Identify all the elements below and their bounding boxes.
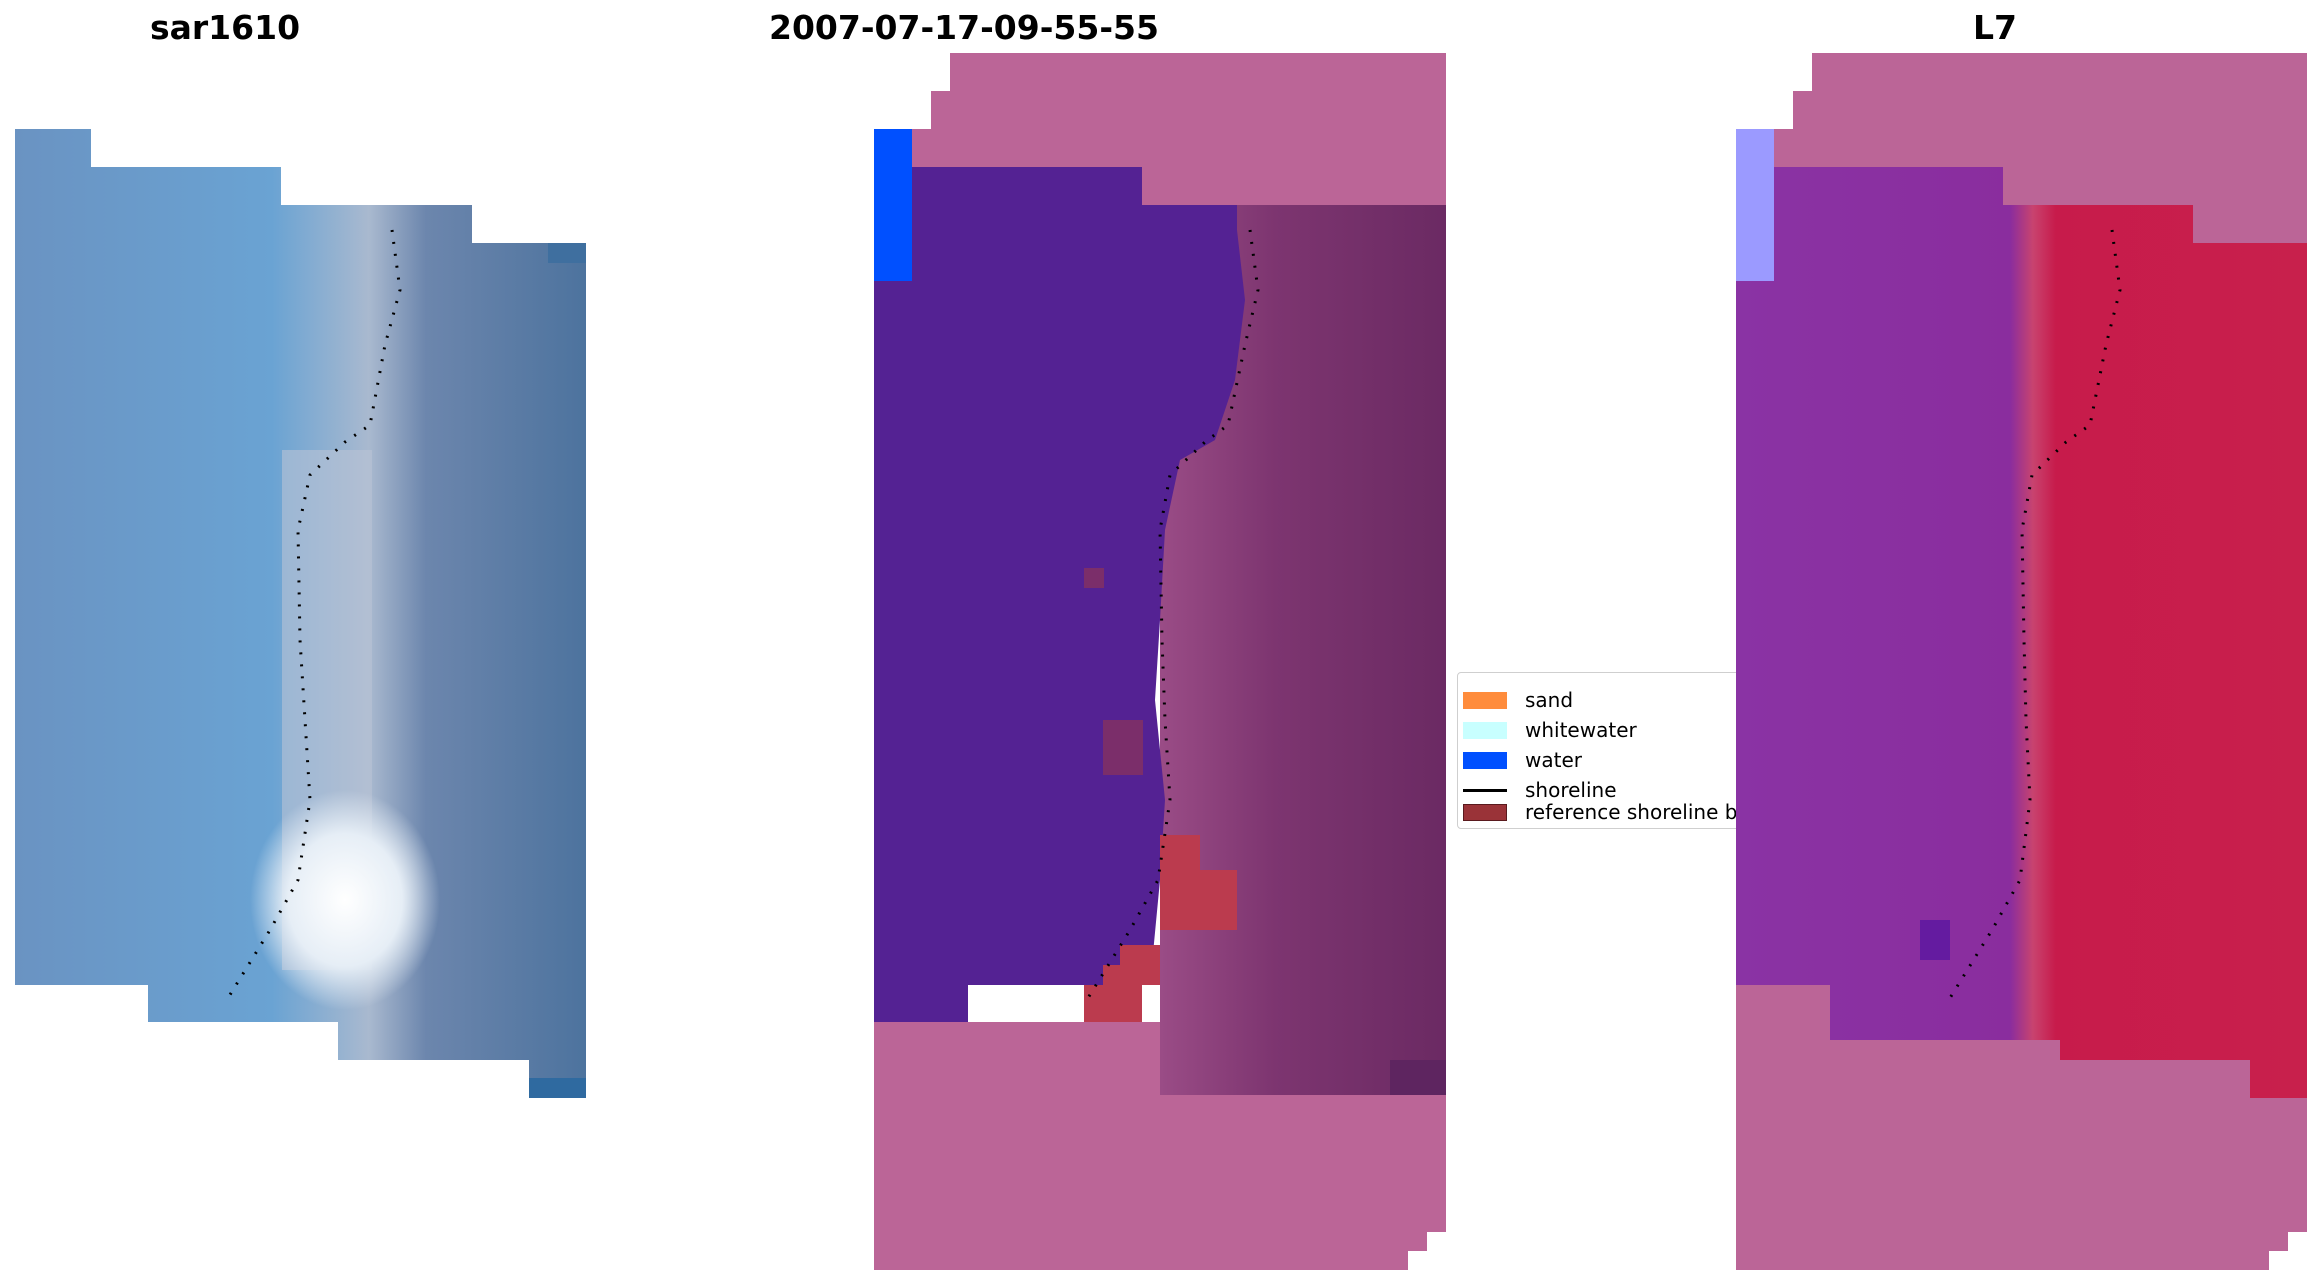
panel-title-rgb: sar1610	[150, 8, 301, 47]
classification-water-blue-patch	[874, 129, 912, 281]
rgb-whitewater-blob	[250, 790, 440, 1010]
legend-label-sand: sand	[1525, 688, 1574, 712]
legend-item-shoreline: shoreline	[1458, 775, 1617, 805]
index-dark-patch	[1920, 920, 1950, 960]
legend-swatch-reference-shoreline	[1463, 803, 1507, 821]
index-nodata-top	[1736, 53, 2307, 243]
classification-reference-buffer	[1160, 835, 1237, 930]
legend-label-reference-shoreline: reference shoreline b	[1525, 800, 1738, 824]
classification-reference-buffer-2	[1084, 945, 1160, 1022]
index-image-area	[1736, 129, 2307, 1098]
panel-title-classification: 2007-07-17-09-55-55	[769, 8, 1159, 47]
rgb-dark-bottom	[529, 1078, 586, 1098]
legend-item-sand: sand	[1458, 685, 1573, 715]
panel-title-index: L7	[1973, 8, 2017, 47]
classification-nodata-top	[874, 53, 1446, 243]
legend-item-whitewater: whitewater	[1458, 715, 1637, 745]
legend: sand whitewater water shoreline referenc…	[1457, 672, 1757, 829]
legend-swatch-water	[1463, 751, 1507, 769]
legend-label-shoreline: shoreline	[1525, 778, 1617, 802]
legend-swatch-sand	[1463, 691, 1507, 709]
legend-swatch-shoreline	[1463, 788, 1507, 792]
classification-water-patch-2	[1103, 720, 1143, 775]
classification-water-area	[874, 129, 1245, 1022]
rgb-dark-edge	[548, 243, 586, 263]
legend-item-water: water	[1458, 745, 1582, 775]
classification-bottom-dark	[1390, 1060, 1446, 1095]
legend-label-water: water	[1525, 748, 1582, 772]
classification-water-patch	[1084, 568, 1104, 588]
index-lightblue-patch	[1736, 129, 1774, 281]
legend-label-whitewater: whitewater	[1525, 718, 1637, 742]
rgb-shoreline	[226, 229, 402, 999]
legend-item-reference-shoreline: reference shoreline b	[1458, 797, 1737, 827]
legend-swatch-whitewater	[1463, 721, 1507, 739]
